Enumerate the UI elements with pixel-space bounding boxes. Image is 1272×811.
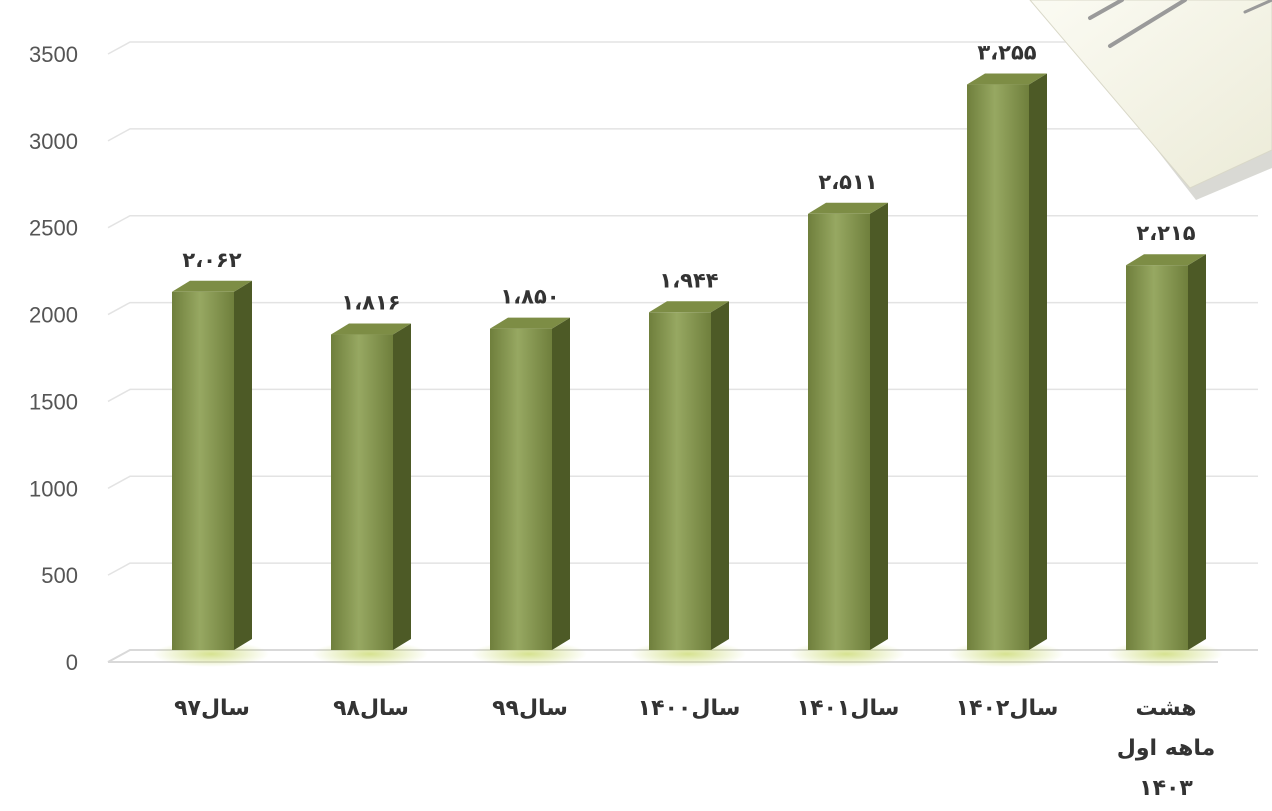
data-label: ۱،۸۵۰ bbox=[500, 285, 559, 309]
paper-corner-decoration bbox=[1029, 0, 1272, 200]
x-tick-label-line: سال۹۷ bbox=[174, 696, 250, 721]
bar bbox=[471, 317, 587, 667]
x-tick-label-line: ماهه اول bbox=[1117, 736, 1215, 761]
bar-side bbox=[234, 280, 252, 650]
bar-side bbox=[711, 301, 729, 650]
x-tick-label-line: سال۹۸ bbox=[333, 696, 409, 721]
y-tick-label: 3500 bbox=[29, 42, 78, 67]
bar-side bbox=[1029, 73, 1047, 650]
grid-line bbox=[107, 128, 1258, 142]
y-tick-label: 0 bbox=[66, 650, 78, 675]
grid-line bbox=[107, 214, 1258, 229]
y-axis: 0 500 1000 1500 2000 2500 3000 3500 bbox=[29, 42, 78, 675]
grid-line bbox=[107, 41, 1258, 55]
bar-top bbox=[172, 280, 252, 292]
x-tick-label: سال۱۴۰۱ bbox=[797, 696, 900, 721]
x-tick-label-line: سال۹۹ bbox=[492, 696, 568, 721]
x-tick-label: سال۹۷ bbox=[174, 696, 250, 721]
y-tick-label: 3000 bbox=[29, 129, 78, 154]
bar bbox=[789, 202, 905, 667]
bar-top bbox=[967, 73, 1047, 85]
bar-top bbox=[331, 323, 411, 335]
x-tick-label-line: سال۱۴۰۰ bbox=[638, 696, 741, 721]
bar-front bbox=[490, 328, 552, 650]
y-tick-label: 2500 bbox=[29, 216, 78, 241]
bar bbox=[630, 301, 746, 667]
y-tick-label: 2000 bbox=[29, 303, 78, 328]
data-label: ۲،۵۱۱ bbox=[818, 170, 877, 194]
x-tick-label-line: ۱۴۰۳ bbox=[1139, 776, 1193, 801]
data-label: ۲،۲۱۵ bbox=[1136, 221, 1195, 245]
data-label: ۱،۹۴۴ bbox=[659, 268, 718, 292]
x-tick-label-line: هشت bbox=[1136, 696, 1197, 721]
x-tick-label: سال۱۴۰۲ bbox=[956, 696, 1059, 721]
value-labels: ۲،۰۶۲ ۱،۸۱۶ ۱،۸۵۰ ۱،۹۴۴ ۲،۵۱۱ ۳،۲۵۵ ۲،۲۱۵ bbox=[182, 41, 1195, 315]
bar-side bbox=[870, 202, 888, 651]
bar-front bbox=[172, 291, 234, 650]
bar-side bbox=[552, 317, 570, 650]
data-label: ۲،۰۶۲ bbox=[182, 248, 241, 272]
bar-top bbox=[649, 301, 729, 313]
y-tick-label: 500 bbox=[41, 563, 78, 588]
x-tick-label: سال۹۹ bbox=[492, 696, 568, 721]
bar-front bbox=[967, 84, 1029, 650]
bar-front bbox=[331, 334, 393, 650]
y-tick-label: 1000 bbox=[29, 476, 78, 501]
bar-side bbox=[1188, 254, 1206, 651]
x-tick-label: هشت ماهه اول ۱۴۰۳ bbox=[1117, 696, 1215, 801]
bar-side bbox=[393, 323, 411, 650]
x-tick-label: سال۹۸ bbox=[333, 696, 409, 721]
bar-top bbox=[1126, 254, 1206, 266]
x-tick-label-line: سال۱۴۰۱ bbox=[797, 696, 900, 721]
x-tick-label: سال۱۴۰۰ bbox=[638, 696, 741, 721]
bar-top bbox=[808, 202, 888, 214]
bar bbox=[1107, 254, 1223, 667]
bar-front bbox=[649, 312, 711, 650]
bar-front bbox=[1126, 265, 1188, 650]
x-axis: سال۹۷ سال۹۸ سال۹۹ سال۱۴۰۰ سال۱۴۰۱ سال۱۴۰۲ هشت م… bbox=[174, 696, 1215, 801]
data-label: ۳،۲۵۵ bbox=[977, 41, 1036, 65]
bar-top bbox=[490, 317, 570, 329]
bar bbox=[153, 280, 269, 667]
bars bbox=[153, 73, 1223, 667]
bar bbox=[948, 73, 1064, 667]
bar-front bbox=[808, 213, 870, 651]
data-label: ۱،۸۱۶ bbox=[341, 291, 400, 315]
y-tick-label: 1500 bbox=[29, 389, 78, 414]
bar bbox=[312, 323, 428, 667]
x-tick-label-line: سال۱۴۰۲ bbox=[956, 696, 1059, 721]
